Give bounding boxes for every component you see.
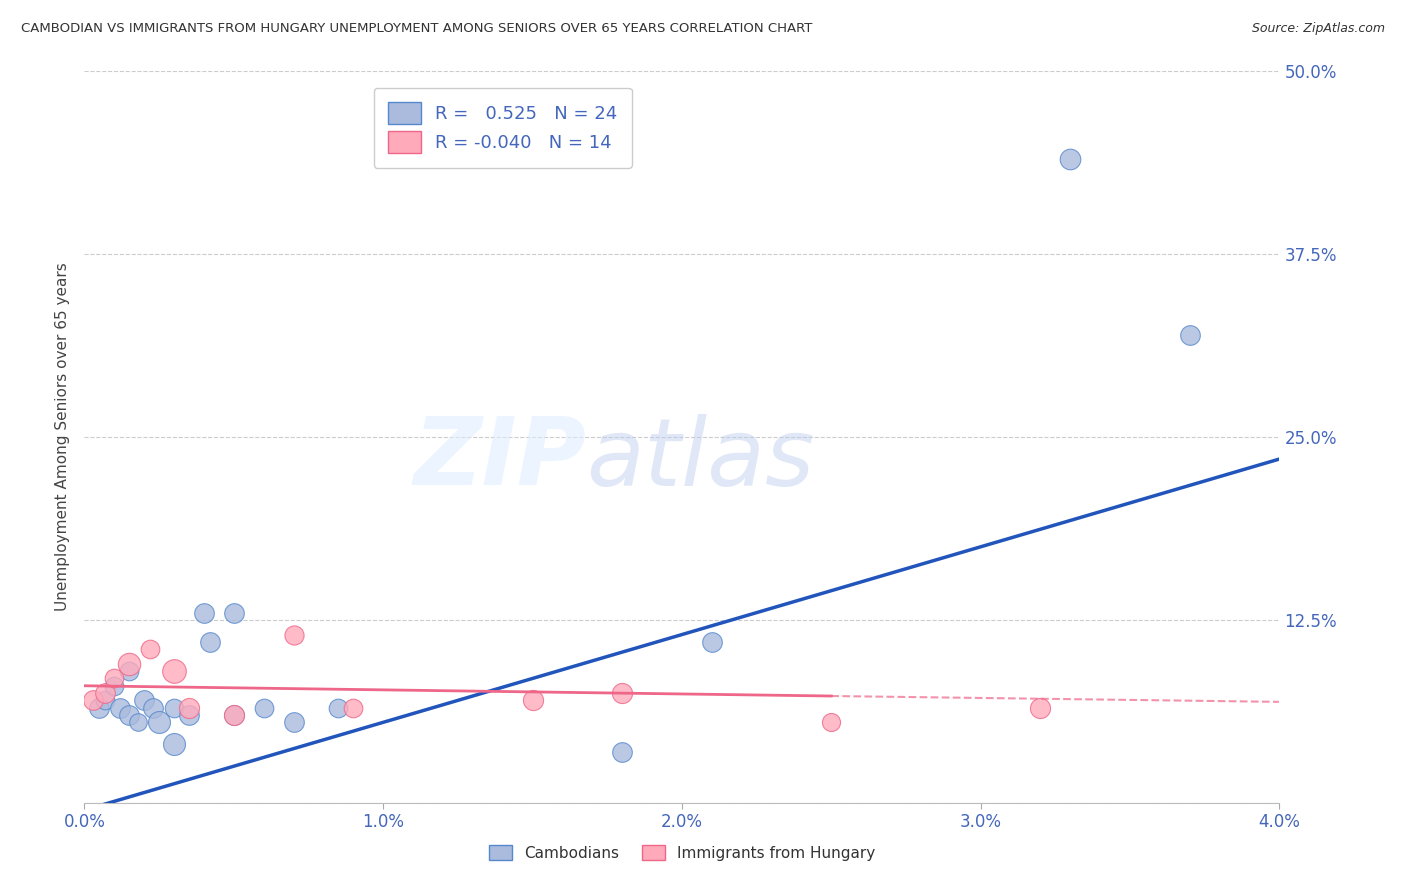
Point <box>222 708 245 723</box>
Point <box>222 606 245 620</box>
Point <box>820 715 842 730</box>
Point <box>139 642 162 657</box>
Point <box>522 693 544 707</box>
Text: CAMBODIAN VS IMMIGRANTS FROM HUNGARY UNEMPLOYMENT AMONG SENIORS OVER 65 YEARS CO: CAMBODIAN VS IMMIGRANTS FROM HUNGARY UNE… <box>21 22 813 36</box>
Point <box>1059 152 1081 166</box>
Y-axis label: Unemployment Among Seniors over 65 years: Unemployment Among Seniors over 65 years <box>55 263 70 611</box>
Point <box>177 700 200 714</box>
Text: atlas: atlas <box>586 414 814 505</box>
Point <box>177 708 200 723</box>
Text: ZIP: ZIP <box>413 413 586 505</box>
Point <box>132 693 156 707</box>
Point <box>253 700 276 714</box>
Point <box>1029 700 1052 714</box>
Point <box>103 679 125 693</box>
Point <box>700 635 723 649</box>
Point <box>82 693 104 707</box>
Point <box>193 606 215 620</box>
Point <box>89 700 111 714</box>
Point <box>118 664 141 678</box>
Point <box>222 708 245 723</box>
Point <box>110 700 132 714</box>
Point <box>283 627 305 641</box>
Point <box>148 715 170 730</box>
Point <box>198 635 221 649</box>
Point <box>118 708 141 723</box>
Point <box>612 686 634 700</box>
Point <box>94 693 117 707</box>
Point <box>163 664 186 678</box>
Point <box>163 737 186 751</box>
Point <box>94 686 117 700</box>
Legend: Cambodians, Immigrants from Hungary: Cambodians, Immigrants from Hungary <box>481 837 883 868</box>
Point <box>612 745 634 759</box>
Text: Source: ZipAtlas.com: Source: ZipAtlas.com <box>1251 22 1385 36</box>
Point <box>342 700 364 714</box>
Point <box>142 700 165 714</box>
Point <box>118 657 141 671</box>
Point <box>163 700 186 714</box>
Point <box>283 715 305 730</box>
Point <box>127 715 149 730</box>
Point <box>103 672 125 686</box>
Point <box>1178 327 1201 342</box>
Point <box>328 700 350 714</box>
